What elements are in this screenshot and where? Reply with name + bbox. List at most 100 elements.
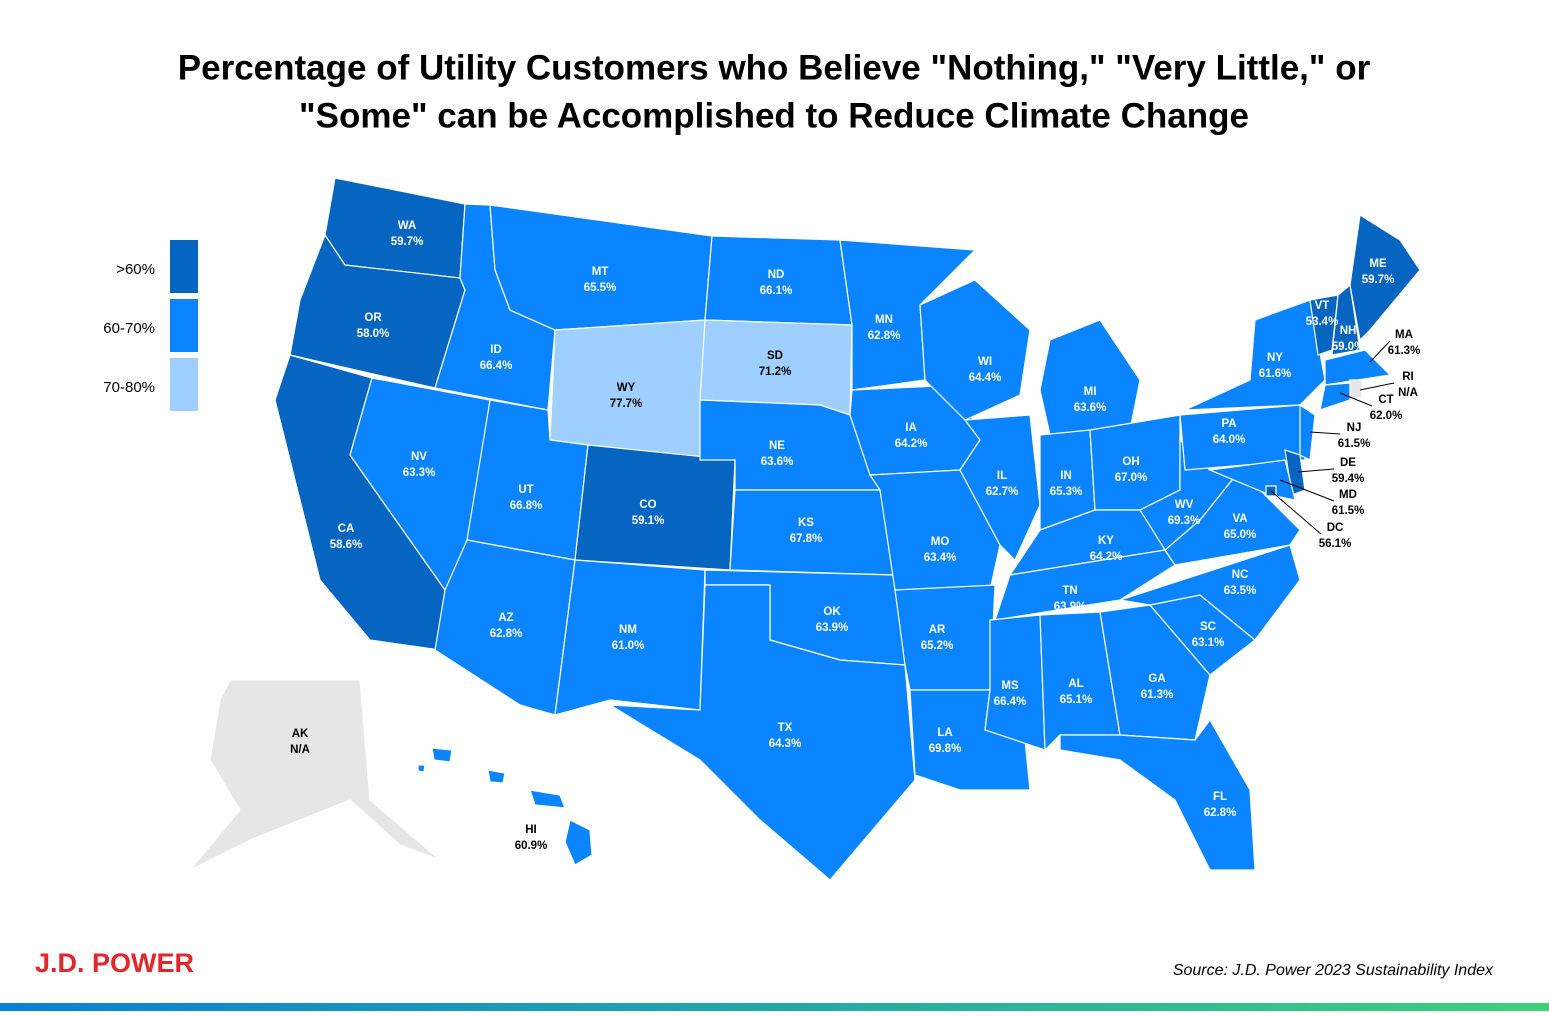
state-code: MD (1339, 489, 1357, 501)
state-shape (529, 789, 566, 809)
state-code: WI (978, 356, 992, 368)
state-value: 66.4% (994, 696, 1027, 708)
state-shape (994, 549, 1176, 621)
state-code: MI (1084, 386, 1097, 398)
state-value: 64.3% (769, 738, 802, 750)
leader-line (1369, 340, 1391, 363)
state-value: 62.0% (1370, 410, 1403, 422)
state-code: OH (1122, 456, 1139, 468)
state-shape (487, 769, 506, 784)
state-code: MO (931, 536, 950, 548)
title-line: "Some" can be Accomplished to Reduce Cli… (299, 96, 1249, 135)
state-code: NM (619, 624, 637, 636)
state-code: DE (1340, 457, 1356, 469)
state-value: 65.5% (584, 282, 617, 294)
state-value: 61.3% (1388, 345, 1421, 357)
state-shape (417, 764, 426, 773)
state-code: MA (1395, 329, 1413, 341)
state-value: 65.2% (921, 640, 954, 652)
state-code: GA (1148, 673, 1165, 685)
legend-swatch (170, 358, 198, 411)
state-value: 59.0% (1332, 341, 1365, 353)
state-shape (1349, 214, 1421, 342)
legend-swatch (170, 240, 198, 293)
state-shape (1331, 283, 1361, 356)
state-code: ND (768, 269, 785, 281)
state-code: AK (292, 728, 309, 740)
state-shape (1299, 403, 1316, 461)
state-value: 62.8% (490, 628, 523, 640)
state-code: AL (1068, 678, 1083, 690)
state-value: 59.7% (1362, 274, 1395, 286)
state-value: 61.5% (1332, 505, 1365, 517)
state-value: 66.1% (760, 285, 793, 297)
state-value: N/A (290, 744, 310, 756)
state-code: FL (1213, 791, 1227, 803)
state-value: 63.9% (1054, 601, 1087, 613)
state-shape (324, 177, 466, 279)
state-value: 69.3% (1168, 515, 1201, 527)
state-shape (984, 614, 1046, 751)
state-code: NC (1232, 569, 1249, 581)
state-value: 63.6% (1074, 402, 1107, 414)
state-code: MN (875, 314, 893, 326)
state-value: 65.0% (1224, 529, 1257, 541)
map (189, 177, 1421, 881)
state-value: 61.5% (1338, 438, 1371, 450)
state-shape (564, 819, 593, 866)
state-value: 63.3% (403, 467, 436, 479)
state-value: 58.6% (330, 539, 363, 551)
state-code: AZ (498, 612, 513, 624)
state-value: 77.7% (610, 398, 643, 410)
state-value: 64.2% (895, 438, 928, 450)
state-value: 63.1% (1192, 637, 1225, 649)
state-value: 67.8% (790, 533, 823, 545)
state-code: WV (1175, 499, 1194, 511)
state-shape (431, 747, 453, 763)
state-code: VT (1315, 300, 1330, 312)
state-value: 58.0% (357, 328, 390, 340)
state-code: ID (490, 344, 502, 356)
state-code: TX (778, 722, 793, 734)
state-value: 59.7% (391, 236, 424, 248)
state-labels: WA 59.7% OR 58.0% CA 58.6% NV 63.3% ID 66.4% MT 65.… (290, 220, 1420, 852)
state-value: 67.0% (1115, 472, 1148, 484)
state-code: CT (1378, 394, 1393, 406)
state-value: 69.8% (929, 743, 962, 755)
state-code: NH (1340, 325, 1357, 337)
legend-label: 70-80% (103, 379, 155, 396)
state-value: 66.8% (510, 500, 543, 512)
state-value: 56.1% (1319, 538, 1352, 550)
state-value: 71.2% (759, 366, 792, 378)
leader-line (1279, 479, 1335, 502)
state-shape (959, 414, 1041, 562)
leader-line (1359, 382, 1395, 391)
legend-swatch (170, 299, 198, 352)
state-code: NJ (1347, 422, 1362, 434)
state-shape (189, 679, 441, 871)
state-shape (919, 279, 1031, 421)
state-code: MT (592, 266, 609, 278)
state-code: IN (1060, 470, 1072, 482)
state-code: NV (411, 451, 427, 463)
logo: J.D. POWER (35, 948, 194, 978)
state-shape (554, 559, 706, 716)
state-code: NY (1267, 352, 1283, 364)
state-code: SD (767, 350, 783, 362)
source-note: Source: J.D. Power 2023 Sustainability I… (1173, 962, 1494, 979)
state-code: AR (929, 624, 946, 636)
state-code: HI (525, 824, 537, 836)
state-code: SC (1200, 621, 1216, 633)
title-line: Percentage of Utility Customers who Beli… (178, 48, 1371, 87)
state-shape (1059, 718, 1256, 871)
state-value: 59.4% (1332, 473, 1365, 485)
state-value: 65.3% (1050, 486, 1083, 498)
footer-bar (0, 1003, 1549, 1011)
legend-label: 60-70% (103, 320, 155, 337)
leader-line (1297, 468, 1335, 473)
state-value: 63.4% (924, 552, 957, 564)
state-value: N/A (1398, 387, 1418, 399)
state-code: KY (1098, 535, 1114, 547)
state-shape (1349, 379, 1363, 399)
